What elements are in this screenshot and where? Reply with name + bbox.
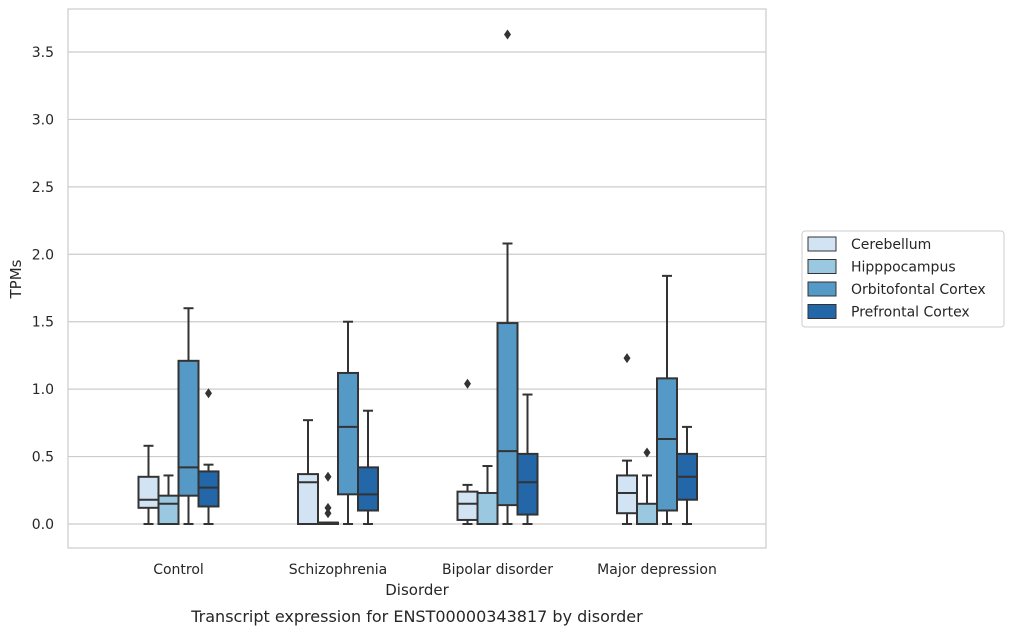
x-tick-label: Control (153, 562, 204, 578)
outlier-point (205, 388, 212, 399)
box-2-2 (496, 29, 519, 525)
box-iqr (137, 475, 160, 509)
box-0-2 (177, 307, 200, 525)
y-tick-label: 2.5 (32, 180, 54, 196)
box-3-2 (656, 274, 678, 525)
box-iqr (476, 491, 499, 525)
x-tick-label: Bipolar disorder (442, 562, 553, 578)
box-iqr (197, 470, 220, 508)
legend-swatch (807, 281, 837, 297)
box-3-1 (636, 447, 658, 525)
y-axis-label: TPMs (7, 259, 25, 299)
outlier-point (324, 508, 332, 519)
boxes (137, 29, 698, 525)
box-1-2 (337, 320, 359, 525)
box-iqr (177, 359, 200, 497)
y-tick-labels: 0.0 0.5 1.0 1.5 2.0 2.5 3.0 3.5 (32, 45, 54, 533)
y-tick-label: 3.0 (32, 112, 54, 128)
box-iqr (357, 466, 379, 512)
outlier-point (324, 502, 332, 513)
box-0-3 (197, 388, 220, 525)
legend-swatch (807, 259, 837, 274)
chart-caption: Transcript expression for ENST0000034381… (190, 607, 643, 626)
y-tick-label: 1.5 (32, 315, 54, 331)
outlier-point (504, 29, 511, 40)
outlier-point (324, 471, 332, 482)
legend-swatch (807, 304, 837, 319)
legend-frame (801, 230, 1005, 328)
legend-swatch (807, 236, 837, 252)
box-iqr (297, 473, 319, 525)
outlier-point (464, 378, 471, 389)
box-2-3 (516, 393, 539, 525)
x-tick-label: Schizophrenia (289, 562, 387, 578)
box-0-1 (157, 474, 180, 525)
box-2-0 (456, 378, 479, 525)
box-iqr (656, 377, 678, 512)
legend-label: Hipppocampus (851, 260, 956, 276)
y-tick-label: 0.0 (32, 517, 54, 533)
plot-frame (67, 8, 767, 549)
y-tick-label: 2.0 (32, 247, 54, 263)
box-iqr (636, 502, 658, 525)
legend-label: Prefrontal Cortex (851, 305, 970, 321)
box-iqr (496, 322, 519, 507)
x-tick-labels: Control Schizophrenia Bipolar disorder Majo… (153, 562, 717, 578)
box-3-3 (676, 425, 698, 525)
box-iqr (456, 490, 479, 521)
box-1-0 (297, 419, 319, 525)
y-tick-label: 0.5 (32, 450, 54, 466)
legend-label: Cerebellum (851, 237, 931, 253)
legend-label: Orbitofontal Cortex (851, 282, 986, 298)
outlier-point (623, 353, 631, 364)
box-0-0 (137, 444, 160, 525)
outlier-point (643, 447, 651, 458)
box-2-1 (476, 465, 499, 525)
x-tick-label: Major depression (597, 562, 717, 578)
box-iqr (616, 474, 638, 515)
box-iqr (516, 452, 539, 516)
box-1-3 (357, 409, 379, 525)
x-axis-label: Disorder (385, 581, 449, 599)
legend: Cerebellum Hipppocampus Orbitofontal Corte… (801, 230, 1005, 328)
box-3-0 (616, 353, 638, 525)
box-1-1 (317, 471, 339, 525)
box-iqr (157, 494, 180, 525)
y-tick-label: 1.0 (32, 382, 54, 398)
y-tick-label: 3.5 (32, 45, 54, 61)
box-iqr (337, 371, 359, 496)
